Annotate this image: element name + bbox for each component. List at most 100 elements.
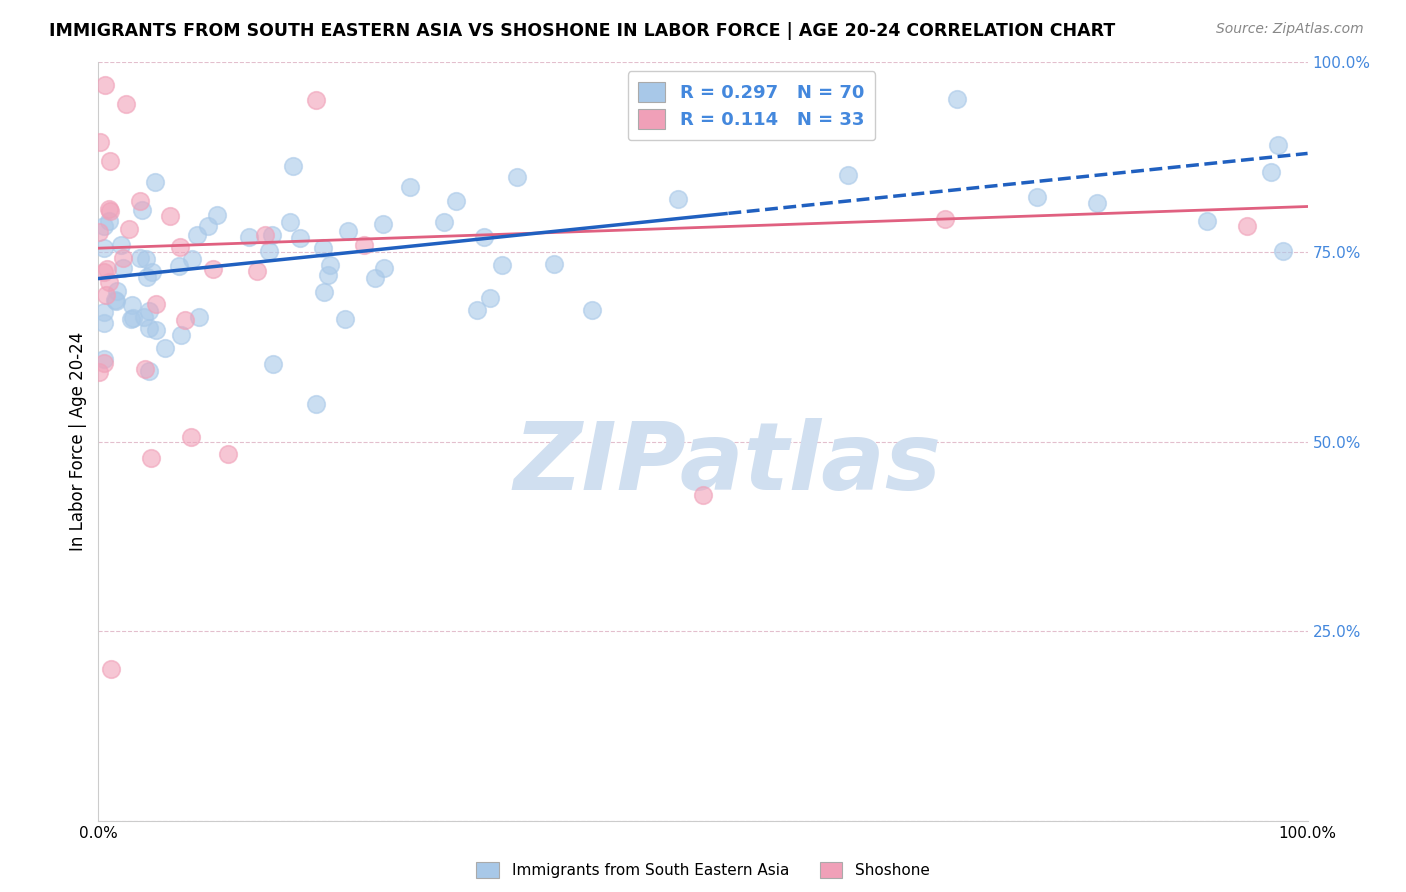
Point: [121, 298, 143, 312]
Point: [96, 262, 118, 277]
Point: [141, 451, 163, 466]
Point: [138, 304, 160, 318]
Point: [98, 154, 121, 169]
Point: [543, 257, 565, 271]
Point: [371, 217, 394, 231]
Point: [143, 175, 166, 189]
Point: [169, 240, 191, 254]
Point: [1236, 219, 1258, 234]
Point: [131, 202, 153, 217]
Point: [364, 270, 387, 285]
Point: [122, 311, 145, 326]
Point: [89, 135, 111, 149]
Point: [93, 356, 115, 370]
Point: [153, 341, 176, 355]
Point: [115, 96, 138, 111]
Point: [262, 357, 284, 371]
Point: [134, 252, 156, 266]
Point: [188, 310, 211, 325]
Point: [180, 252, 202, 266]
Point: [238, 230, 260, 244]
Point: [134, 362, 156, 376]
Point: [136, 270, 159, 285]
Point: [112, 260, 135, 275]
Text: IMMIGRANTS FROM SOUTH EASTERN ASIA VS SHOSHONE IN LABOR FORCE | AGE 20-24 CORREL: IMMIGRANTS FROM SOUTH EASTERN ASIA VS SH…: [49, 22, 1115, 40]
Point: [118, 222, 141, 236]
Point: [1085, 195, 1108, 210]
Point: [305, 396, 328, 410]
Point: [246, 264, 269, 278]
Point: [314, 285, 336, 300]
Point: [110, 238, 132, 252]
Point: [97, 275, 120, 289]
Point: [98, 202, 121, 216]
Point: [141, 265, 163, 279]
Point: [262, 227, 284, 242]
Point: [1267, 138, 1289, 153]
Point: [444, 194, 467, 209]
Point: [312, 241, 335, 255]
Point: [186, 227, 208, 242]
Point: [1195, 213, 1218, 227]
Point: [280, 214, 302, 228]
Point: [288, 231, 311, 245]
Point: [138, 320, 160, 334]
Point: [281, 159, 304, 173]
Point: [433, 215, 456, 229]
Point: [373, 261, 395, 276]
Point: [666, 192, 689, 206]
Point: [93, 241, 115, 255]
Point: [333, 312, 356, 326]
Point: [837, 168, 859, 182]
Legend: Immigrants from South Eastern Asia, Shoshone: Immigrants from South Eastern Asia, Shos…: [471, 856, 935, 884]
Point: [205, 208, 228, 222]
Point: [121, 311, 143, 326]
Point: [1025, 190, 1047, 204]
Point: [94, 78, 117, 92]
Point: [337, 224, 360, 238]
Point: [217, 447, 239, 461]
Point: [319, 258, 342, 272]
Point: [112, 252, 135, 266]
Point: [170, 328, 193, 343]
Point: [787, 123, 810, 137]
Point: [98, 203, 121, 218]
Point: [104, 293, 127, 308]
Point: [180, 430, 202, 444]
Point: [353, 238, 375, 252]
Point: [97, 214, 120, 228]
Text: Source: ZipAtlas.com: Source: ZipAtlas.com: [1216, 22, 1364, 37]
Point: [159, 209, 181, 223]
Point: [145, 297, 167, 311]
Point: [945, 91, 967, 105]
Point: [201, 261, 224, 276]
Point: [505, 170, 527, 185]
Point: [93, 352, 115, 367]
Point: [253, 227, 276, 242]
Point: [100, 662, 122, 676]
Point: [491, 258, 513, 272]
Point: [934, 212, 956, 227]
Point: [174, 313, 197, 327]
Point: [129, 194, 152, 208]
Point: [93, 265, 115, 279]
Point: [465, 303, 488, 318]
Point: [129, 252, 152, 266]
Point: [305, 94, 328, 108]
Point: [478, 291, 501, 305]
Point: [316, 268, 339, 283]
Text: ZIPatlas: ZIPatlas: [513, 418, 941, 510]
Y-axis label: In Labor Force | Age 20-24: In Labor Force | Age 20-24: [69, 332, 87, 551]
Point: [197, 219, 219, 233]
Point: [692, 487, 714, 501]
Point: [94, 288, 117, 302]
Point: [134, 310, 156, 325]
Legend: R = 0.297   N = 70, R = 0.114   N = 33: R = 0.297 N = 70, R = 0.114 N = 33: [627, 71, 875, 140]
Point: [474, 230, 496, 244]
Point: [93, 219, 115, 233]
Point: [167, 259, 190, 273]
Point: [581, 303, 603, 318]
Point: [1260, 165, 1282, 179]
Point: [138, 363, 160, 377]
Point: [93, 316, 115, 330]
